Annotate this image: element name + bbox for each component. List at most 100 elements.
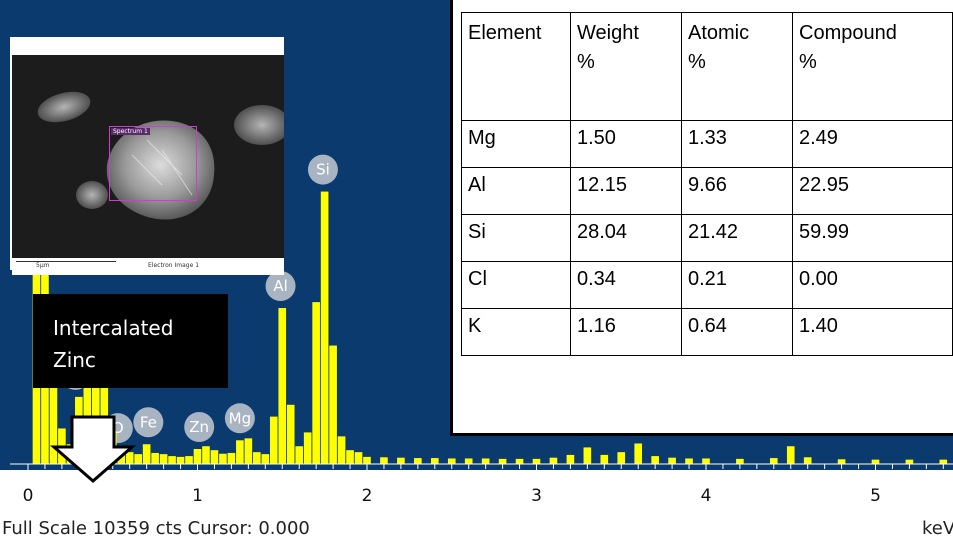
table-cell: 22.95 xyxy=(792,167,953,215)
table-cell: Al xyxy=(461,167,571,215)
composition-table-panel: Element Weight % Atomic % Compound % Mg … xyxy=(450,0,953,436)
table-cell: 59.99 xyxy=(792,214,953,262)
spectrum-bar xyxy=(159,454,168,464)
table-row: Cl 0.34 0.21 0.00 xyxy=(461,261,953,309)
header-element: Element xyxy=(461,12,571,121)
spectrum-bar xyxy=(617,452,626,464)
sem-particle xyxy=(106,120,215,220)
spectrum-bar xyxy=(278,308,287,464)
sem-particle xyxy=(234,105,284,145)
header-weight: Weight % xyxy=(570,12,682,121)
peak-label-mg: Mg xyxy=(224,403,255,434)
sem-particle xyxy=(76,181,108,209)
peak-bubble xyxy=(184,411,215,442)
table-row: Si 28.04 21.42 59.99 xyxy=(461,214,953,262)
table-cell: 0.21 xyxy=(681,261,793,309)
scale-label: 5µm xyxy=(36,262,50,269)
spectrum-bar xyxy=(566,454,575,464)
table-cell: 1.40 xyxy=(792,308,953,356)
spectrum-bar xyxy=(269,416,278,464)
table-cell: 28.04 xyxy=(570,214,682,262)
sem-scale-strip: 5µm Electron Image 1 xyxy=(12,258,284,275)
table-cell: 12.15 xyxy=(570,167,682,215)
peak-label-al: Al xyxy=(265,271,296,302)
peak-label-text: O xyxy=(112,419,124,437)
spectrum-bar xyxy=(202,446,210,464)
spectrum-bar xyxy=(464,458,473,464)
peak-label-zn: Zn xyxy=(184,411,215,442)
spectrum-bar xyxy=(634,443,643,464)
spectrum-bar xyxy=(871,459,880,464)
spectrum-bar xyxy=(363,456,371,464)
table-cell: 1.16 xyxy=(570,308,682,356)
x-tick-label: 5 xyxy=(870,486,881,506)
spectrum-bar xyxy=(91,337,100,464)
status-readout: Full Scale 10359 cts Cursor: 0.000 xyxy=(2,518,310,539)
peak-bubble xyxy=(133,407,164,438)
sem-micrograph: Spectrum 1 5µm Electron Image 1 xyxy=(12,55,284,275)
table-cell: K xyxy=(461,308,571,356)
spectrum-bar xyxy=(286,404,295,464)
spectrum-region-box[interactable]: Spectrum 1 xyxy=(109,126,197,201)
spectrum-bar xyxy=(193,448,202,464)
spectrum-bar xyxy=(430,458,439,464)
spectrum-bar xyxy=(685,458,693,464)
x-tick-label: 2 xyxy=(362,486,373,506)
spectrum-bar xyxy=(142,444,151,464)
table-cell: 2.49 xyxy=(792,120,953,168)
spectrum-bar xyxy=(414,458,422,464)
sem-particles xyxy=(12,55,284,275)
header-compound: Compound % xyxy=(792,12,953,121)
table-cell: Si xyxy=(461,214,571,262)
spectrum-bar xyxy=(244,438,253,464)
x-tick-label: 1 xyxy=(192,486,203,506)
spectrum-bar xyxy=(736,458,744,464)
table-cell: 21.42 xyxy=(681,214,793,262)
spectrum-bar xyxy=(346,450,354,464)
spectrum-region-label: Spectrum 1 xyxy=(111,128,150,135)
composition-table: Element Weight % Atomic % Compound % Mg … xyxy=(461,12,953,356)
spectrum-bar xyxy=(168,456,176,464)
spectrum-bar xyxy=(498,458,507,464)
table-header-row: Element Weight % Atomic % Compound % xyxy=(461,12,953,121)
peak-label-text: Fe xyxy=(140,413,157,431)
table-cell: 0.64 xyxy=(681,308,793,356)
table-cell: 9.66 xyxy=(681,167,793,215)
peak-label-text: Zn xyxy=(189,418,209,436)
spectrum-bar xyxy=(295,446,304,464)
spectrum-bar xyxy=(905,459,914,464)
spectrum-bar xyxy=(320,191,329,464)
spectrum-bar xyxy=(583,447,592,464)
x-tick-label: 4 xyxy=(701,486,712,506)
spectrum-bar xyxy=(49,361,58,464)
header-atomic: Atomic % xyxy=(681,12,793,121)
spectrum-bar xyxy=(176,456,185,464)
spectrum-bar xyxy=(337,436,346,464)
spectrum-bar xyxy=(549,457,558,464)
electron-image-inset: Spectrum 1 5µm Electron Image 1 xyxy=(10,37,284,275)
annotation-callout: Intercalated Zinc xyxy=(33,294,228,388)
spectrum-bar xyxy=(702,458,710,464)
spectrum-bar xyxy=(397,457,405,464)
peak-bubble xyxy=(265,271,296,302)
peak-label-text: Mg xyxy=(229,409,251,427)
down-arrow-icon xyxy=(49,415,137,483)
spectrum-bar xyxy=(939,459,948,464)
peak-label-fe: Fe xyxy=(133,407,164,438)
spectrum-bar xyxy=(185,456,193,464)
electron-image-label: Electron Image 1 xyxy=(148,262,200,269)
table-cell: Mg xyxy=(461,120,571,168)
spectrum-bar xyxy=(261,454,270,464)
x-tick-label: 0 xyxy=(23,486,34,506)
spectrum-bar xyxy=(481,458,490,464)
spectrum-bar xyxy=(769,458,778,464)
spectrum-bar xyxy=(837,459,846,464)
table-row: Mg 1.50 1.33 2.49 xyxy=(461,120,953,168)
status-unit-label: keV xyxy=(922,518,953,539)
spectrum-bar xyxy=(253,452,261,464)
spectrum-bar xyxy=(151,452,159,464)
x-tick-label: 3 xyxy=(531,486,542,506)
spectrum-bar xyxy=(329,345,337,464)
annotation-text: Intercalated Zinc xyxy=(53,316,174,372)
spectrum-bar xyxy=(447,458,456,464)
